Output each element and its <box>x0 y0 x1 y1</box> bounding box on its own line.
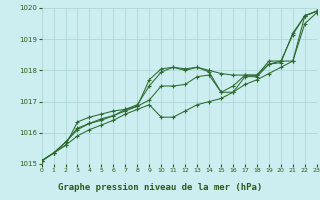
Text: Graphe pression niveau de la mer (hPa): Graphe pression niveau de la mer (hPa) <box>58 183 262 192</box>
